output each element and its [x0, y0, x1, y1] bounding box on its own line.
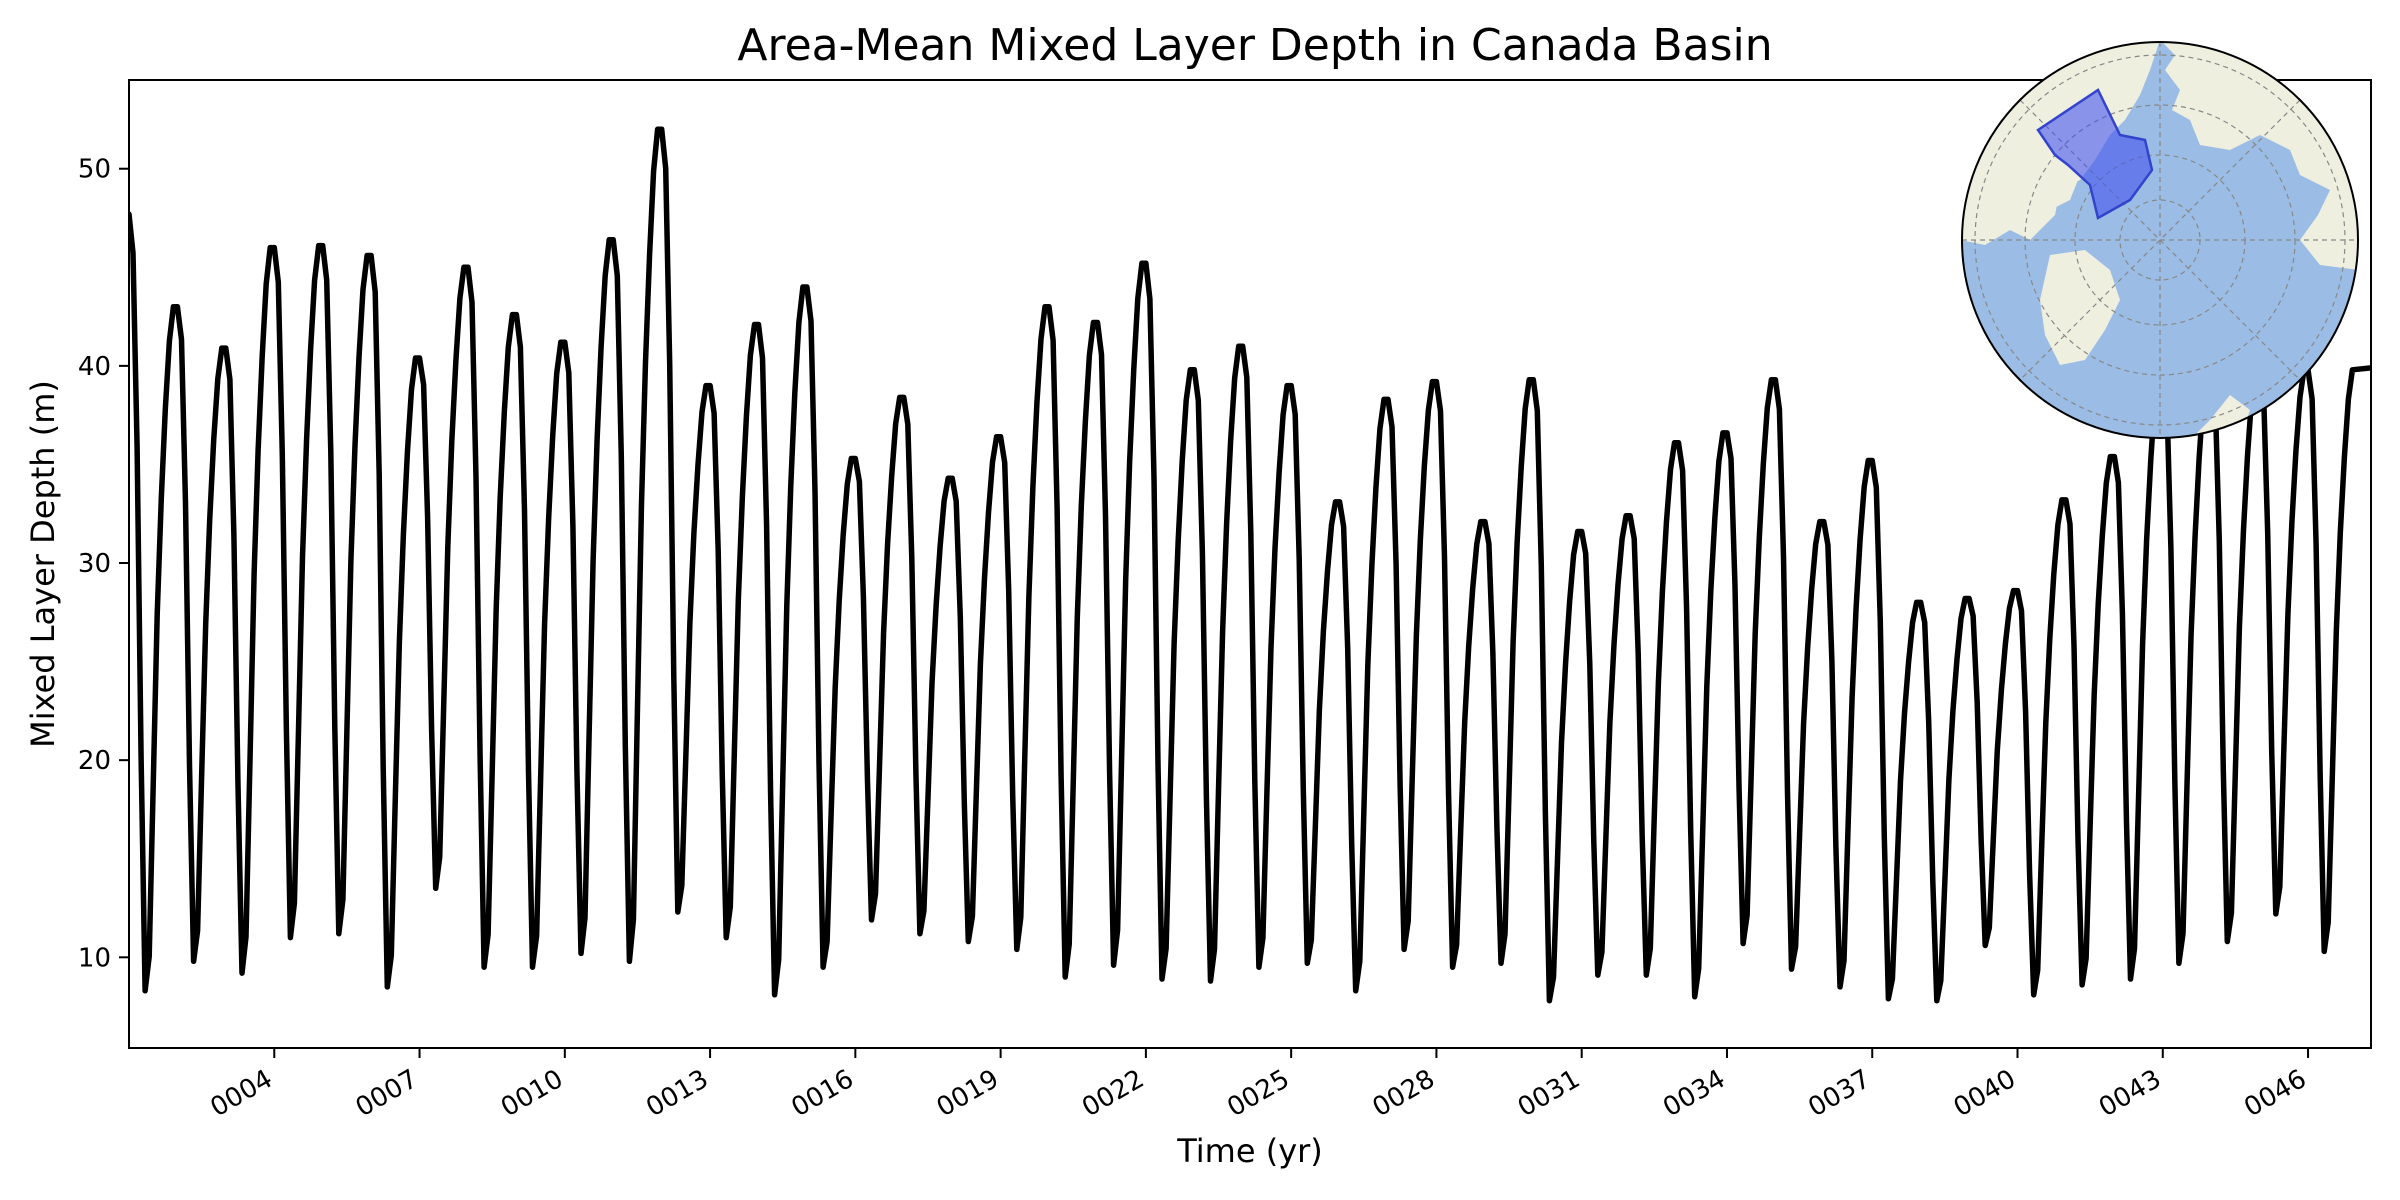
inset-map [1961, 41, 2359, 439]
x-tick-label: 0046 [2239, 1064, 2311, 1123]
x-tick-label: 0043 [2094, 1064, 2166, 1123]
x-tick-label: 0025 [1222, 1064, 1294, 1123]
y-tick-label: 20 [78, 746, 111, 776]
x-tick-label: 0034 [1658, 1064, 1730, 1123]
x-axis: 0004 0007 0010 0013 0016 0019 0022 0025 0028 0031… [205, 1048, 2312, 1123]
x-tick-label: 0031 [1513, 1064, 1585, 1123]
map-border [1961, 41, 2359, 439]
series-line [129, 126, 2371, 1004]
y-axis-label: Mixed Layer Depth (m) [24, 380, 62, 748]
x-tick-label: 0016 [787, 1064, 859, 1123]
map-land-greenland [2040, 250, 2120, 365]
x-tick-label: 0022 [1077, 1064, 1149, 1123]
x-tick-label: 0010 [496, 1064, 568, 1123]
canada-basin-region [2036, 88, 2154, 220]
map-land-archipelago [1975, 165, 2080, 230]
x-tick-label: 0028 [1368, 1064, 1440, 1123]
chart-title: Area-Mean Mixed Layer Depth in Canada Ba… [737, 20, 1772, 71]
y-tick-label: 30 [78, 549, 111, 579]
y-tick-label: 10 [78, 943, 111, 973]
x-tick-label: 0007 [351, 1064, 423, 1123]
x-axis-label: Time (yr) [1176, 1132, 1323, 1170]
y-axis: 10 20 30 40 50 [78, 155, 129, 973]
y-tick-label: 50 [78, 155, 111, 185]
x-tick-label: 0040 [1949, 1064, 2021, 1123]
plot-frame [128, 79, 2372, 1049]
x-tick-label: 0019 [932, 1064, 1004, 1123]
x-tick-label: 0037 [1803, 1064, 1875, 1123]
y-tick-label: 40 [78, 352, 111, 382]
x-tick-label: 0004 [205, 1064, 277, 1123]
map-gridlines [1962, 42, 2358, 438]
x-tick-label: 0013 [641, 1064, 713, 1123]
